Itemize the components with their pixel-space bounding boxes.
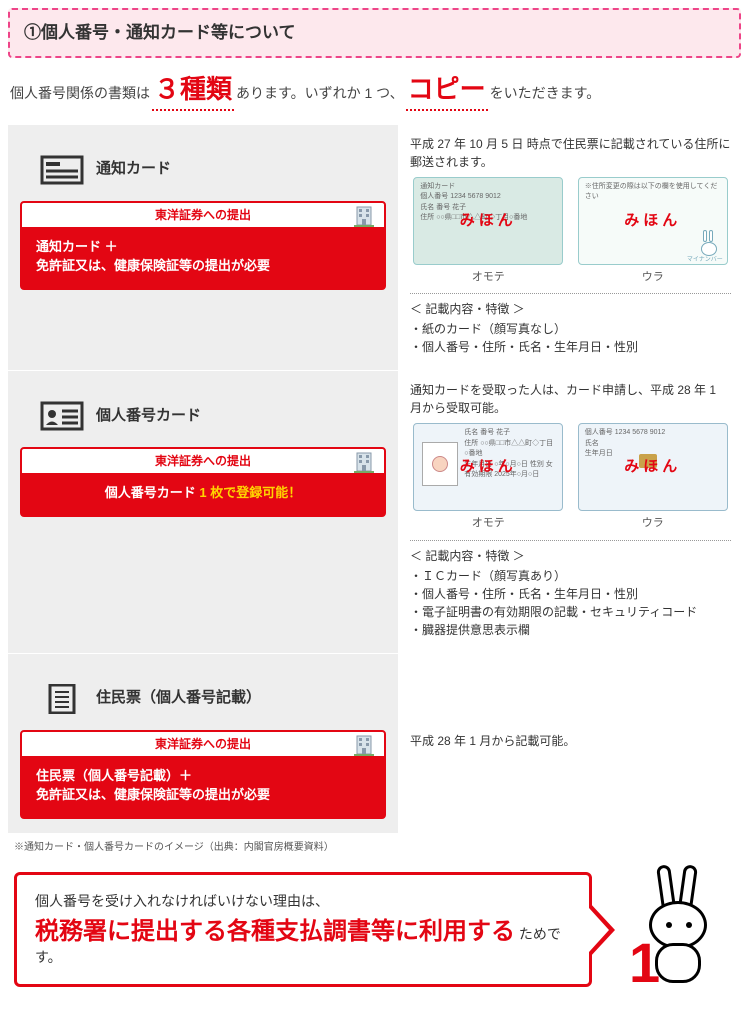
id-card-icon [40, 401, 84, 431]
card-front-col: 氏名 番号 花子住所 ○○県□□市△△町◇丁目○番地生年月日 ○年○月○日 性別… [410, 423, 567, 532]
submission-box-body: 住民票（個人番号記載）＋免許証又は、健康保険証等の提出が必要 [22, 756, 384, 817]
submission-box: 東洋証券への提出個人番号カード 1 枚で登録可能！ [20, 447, 386, 517]
right-intro: 平成 28 年 1 月から記載可能。 [410, 732, 575, 750]
arrow-icon [589, 902, 615, 958]
divider [410, 540, 731, 541]
reason-row: 個人番号を受け入れなければいけない理由は、 税務署に提出する各種支払調書等に利用… [14, 865, 735, 995]
redbox-yellow: 1 枚で登録可能！ [196, 485, 301, 500]
building-icon [354, 734, 374, 756]
card-pair: 通知カード個人番号 1234 5678 9012氏名 番号 花子住所 ○○県□□… [410, 177, 731, 286]
submission-box-header: 東洋証券への提出 [22, 203, 384, 227]
card-back: ※住所変更の際は以下の欄を使用してくださいマイナンバーみほん [578, 177, 728, 265]
card-back-col: ※住所変更の際は以下の欄を使用してくださいマイナンバーみほんウラ [575, 177, 732, 286]
intro-em1: ３種類 [152, 70, 234, 111]
card-back: 個人番号 1234 5678 9012氏名生年月日みほん [578, 423, 728, 511]
intro-em2: コピー [406, 70, 488, 111]
submission-box-body: 個人番号カード 1 枚で登録可能！ [22, 473, 384, 515]
building-icon [354, 205, 374, 227]
feature-item: 電子証明書の有効期限の記載・セキュリティコード [410, 603, 731, 621]
sample-label: みほん [624, 209, 681, 232]
reason-line1: 個人番号を受け入れなければいけない理由は、 [35, 891, 571, 912]
feature-item: 個人番号・住所・氏名・生年月日・性別 [410, 338, 731, 356]
feature-item: 個人番号・住所・氏名・生年月日・性別 [410, 585, 731, 603]
features-list: 紙のカード（顔写真なし）個人番号・住所・氏名・生年月日・性別 [410, 320, 731, 356]
redbox-line: 免許証又は、健康保険証等の提出が必要 [36, 785, 370, 805]
header-title: ①個人番号・通知カード等について [24, 20, 725, 46]
reason-box: 個人番号を受け入れなければいけない理由は、 税務署に提出する各種支払調書等に利用… [14, 872, 592, 987]
intro-p1: 個人番号関係の書類は [10, 83, 150, 104]
number-one-icon: 1 [629, 921, 660, 1005]
right-intro: 平成 27 年 10 月 5 日 時点で住民票に記載されている住所に郵送されます… [410, 135, 731, 171]
building-icon [354, 451, 374, 473]
reason-big: 税務署に提出する各種支払調書等に利用する [35, 918, 515, 945]
doc-type-section: 個人番号カード東洋証券への提出個人番号カード 1 枚で登録可能！通知カードを受取… [8, 371, 741, 654]
card-side-label: ウラ [575, 515, 732, 532]
paper-icon [40, 684, 84, 714]
sample-label: みほん [624, 456, 681, 479]
section-header: ①個人番号・通知カード等について [8, 8, 741, 58]
redbox-line: 通知カード ＋ [36, 237, 370, 257]
features-title: ＜ 記載内容・特徴 ＞ [410, 300, 731, 318]
section-title: 住民票（個人番号記載） [96, 687, 261, 710]
submission-box-header: 東洋証券への提出 [22, 449, 384, 473]
card-front: 氏名 番号 花子住所 ○○県□□市△△町◇丁目○番地生年月日 ○年○月○日 性別… [413, 423, 563, 511]
feature-item: ＩＣカード（顔写真あり） [410, 567, 731, 585]
sample-label: みほん [460, 456, 517, 479]
intro-p3: をいただきます。 [490, 83, 601, 104]
card-side-label: オモテ [410, 269, 567, 286]
redbox-line: 住民票（個人番号記載）＋ [36, 766, 370, 786]
submission-box: 東洋証券への提出通知カード ＋免許証又は、健康保険証等の提出が必要 [20, 201, 386, 290]
doc-type-section: 住民票（個人番号記載）東洋証券への提出住民票（個人番号記載）＋免許証又は、健康保… [8, 654, 741, 834]
redbox-text: 個人番号カード [105, 485, 196, 500]
sample-label: みほん [460, 209, 517, 232]
card-back-col: 個人番号 1234 5678 9012氏名生年月日みほんウラ [575, 423, 732, 532]
section-title: 通知カード [96, 158, 171, 181]
section-title: 個人番号カード [96, 405, 201, 428]
right-intro: 通知カードを受取った人は、カード申請し、平成 28 年 1 月から受取可能。 [410, 381, 731, 417]
card-pair: 氏名 番号 花子住所 ○○県□□市△△町◇丁目○番地生年月日 ○年○月○日 性別… [410, 423, 731, 532]
doc-lines-icon [40, 155, 84, 185]
card-side-label: オモテ [410, 515, 567, 532]
submission-box: 東洋証券への提出住民票（個人番号記載）＋免許証又は、健康保険証等の提出が必要 [20, 730, 386, 819]
card-front: 通知カード個人番号 1234 5678 9012氏名 番号 花子住所 ○○県□□… [413, 177, 563, 265]
feature-item: 臓器提供意思表示欄 [410, 621, 731, 639]
doc-type-section: 通知カード東洋証券への提出通知カード ＋免許証又は、健康保険証等の提出が必要平成… [8, 125, 741, 372]
photo-icon [422, 442, 458, 486]
feature-item: 紙のカード（顔写真なし） [410, 320, 731, 338]
intro-p2: あります。いずれか 1 つ、 [236, 83, 404, 104]
rabbit-mascot: 1 [625, 865, 735, 995]
features-title: ＜ 記載内容・特徴 ＞ [410, 547, 731, 565]
submission-box-body: 通知カード ＋免許証又は、健康保険証等の提出が必要 [22, 227, 384, 288]
features-list: ＩＣカード（顔写真あり）個人番号・住所・氏名・生年月日・性別電子証明書の有効期限… [410, 567, 731, 639]
card-front-col: 通知カード個人番号 1234 5678 9012氏名 番号 花子住所 ○○県□□… [410, 177, 567, 286]
intro-text: 個人番号関係の書類は ３種類 あります。いずれか 1 つ、 コピー をいただきま… [10, 70, 739, 111]
footnote: ※通知カード・個人番号カードのイメージ（出典：内閣官房概要資料） [14, 840, 735, 855]
divider [410, 293, 731, 294]
redbox-line: 免許証又は、健康保険証等の提出が必要 [36, 256, 370, 276]
card-side-label: ウラ [575, 269, 732, 286]
submission-box-header: 東洋証券への提出 [22, 732, 384, 756]
